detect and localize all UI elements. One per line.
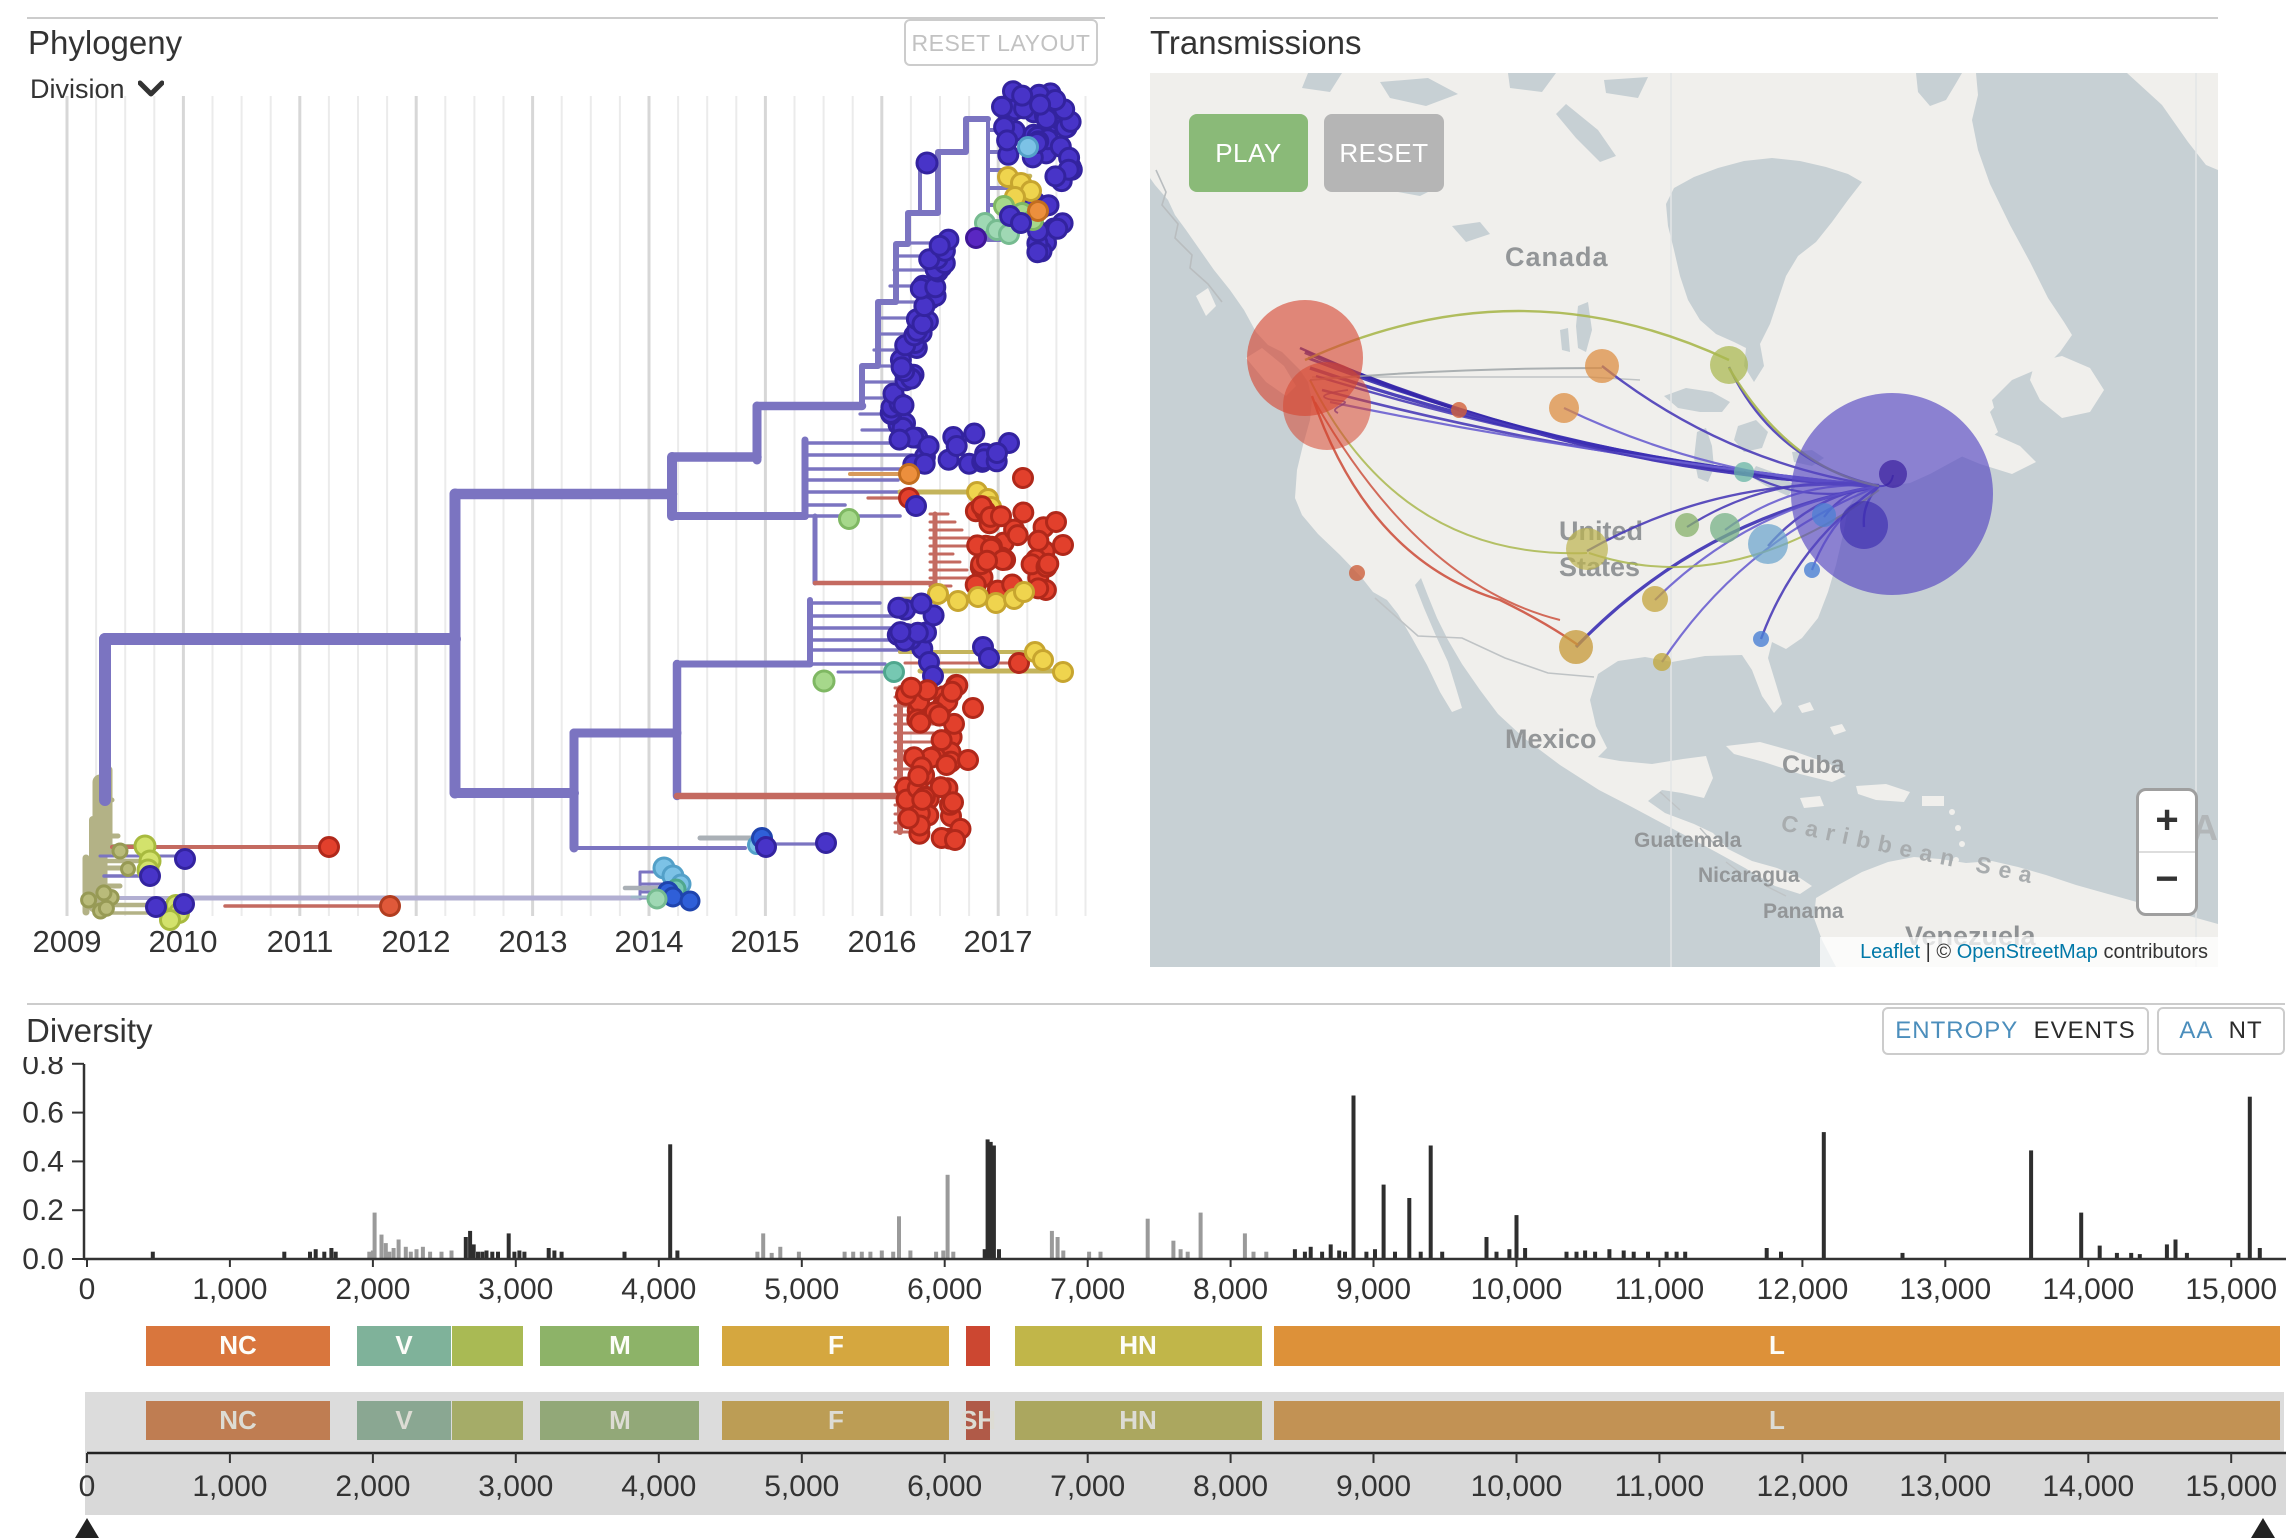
svg-text:2015: 2015 — [731, 924, 800, 959]
svg-text:Guatemala: Guatemala — [1634, 829, 1742, 852]
svg-text:7,000: 7,000 — [1050, 1470, 1125, 1503]
svg-text:2,000: 2,000 — [335, 1273, 410, 1306]
svg-text:4,000: 4,000 — [621, 1470, 696, 1503]
svg-text:0: 0 — [79, 1470, 96, 1503]
svg-text:2011: 2011 — [267, 924, 334, 959]
svg-text:3,000: 3,000 — [478, 1273, 553, 1306]
svg-text:HN: HN — [1119, 1405, 1157, 1435]
svg-text:Mexico: Mexico — [1505, 724, 1597, 754]
svg-text:HN: HN — [1119, 1330, 1157, 1360]
svg-text:12,000: 12,000 — [1757, 1273, 1849, 1306]
svg-text:0.0: 0.0 — [22, 1243, 64, 1276]
svg-text:0.6: 0.6 — [22, 1097, 64, 1130]
svg-text:8,000: 8,000 — [1193, 1273, 1268, 1306]
svg-text:4,000: 4,000 — [621, 1273, 696, 1306]
svg-text:Canada: Canada — [1505, 242, 1609, 272]
svg-text:2016: 2016 — [848, 924, 917, 959]
svg-text:NC: NC — [219, 1330, 257, 1360]
svg-text:14,000: 14,000 — [2042, 1470, 2134, 1503]
svg-text:M: M — [609, 1330, 631, 1360]
svg-text:15,000: 15,000 — [2185, 1273, 2277, 1306]
svg-text:2010: 2010 — [149, 924, 218, 959]
svg-text:NC: NC — [219, 1405, 257, 1435]
svg-text:3,000: 3,000 — [478, 1470, 553, 1503]
svg-text:12,000: 12,000 — [1757, 1470, 1849, 1503]
svg-text:1,000: 1,000 — [192, 1470, 267, 1503]
svg-text:11,000: 11,000 — [1615, 1273, 1705, 1306]
svg-text:0: 0 — [79, 1273, 96, 1306]
svg-text:6,000: 6,000 — [907, 1273, 982, 1306]
svg-text:V: V — [395, 1330, 413, 1360]
svg-text:6,000: 6,000 — [907, 1470, 982, 1503]
svg-text:9,000: 9,000 — [1336, 1273, 1411, 1306]
svg-text:13,000: 13,000 — [1899, 1470, 1991, 1503]
svg-text:15,000: 15,000 — [2185, 1470, 2277, 1503]
svg-text:V: V — [395, 1405, 413, 1435]
svg-text:13,000: 13,000 — [1899, 1273, 1991, 1306]
svg-text:SH: SH — [960, 1405, 996, 1435]
svg-text:Cuba: Cuba — [1782, 751, 1846, 779]
svg-text:L: L — [1769, 1405, 1785, 1435]
svg-text:11,000: 11,000 — [1615, 1470, 1705, 1503]
svg-text:5,000: 5,000 — [764, 1470, 839, 1503]
svg-text:M: M — [609, 1405, 631, 1435]
svg-text:Nicaragua: Nicaragua — [1698, 864, 1800, 887]
svg-text:2012: 2012 — [382, 924, 451, 959]
svg-text:2014: 2014 — [615, 924, 684, 959]
svg-text:1,000: 1,000 — [192, 1273, 267, 1306]
svg-text:8,000: 8,000 — [1193, 1470, 1268, 1503]
svg-text:0.4: 0.4 — [22, 1145, 64, 1178]
svg-text:2009: 2009 — [33, 924, 102, 959]
svg-text:F: F — [828, 1405, 844, 1435]
svg-text:2013: 2013 — [499, 924, 568, 959]
svg-text:0.2: 0.2 — [22, 1194, 64, 1227]
svg-text:2,000: 2,000 — [335, 1470, 410, 1503]
svg-text:7,000: 7,000 — [1050, 1273, 1125, 1306]
svg-text:L: L — [1769, 1330, 1785, 1360]
svg-text:Panama: Panama — [1763, 900, 1844, 923]
svg-text:2017: 2017 — [964, 924, 1033, 959]
svg-text:10,000: 10,000 — [1471, 1470, 1563, 1503]
svg-text:10,000: 10,000 — [1471, 1273, 1563, 1306]
svg-text:14,000: 14,000 — [2042, 1273, 2134, 1306]
svg-text:9,000: 9,000 — [1336, 1470, 1411, 1503]
svg-text:F: F — [828, 1330, 844, 1360]
svg-text:5,000: 5,000 — [764, 1273, 839, 1306]
